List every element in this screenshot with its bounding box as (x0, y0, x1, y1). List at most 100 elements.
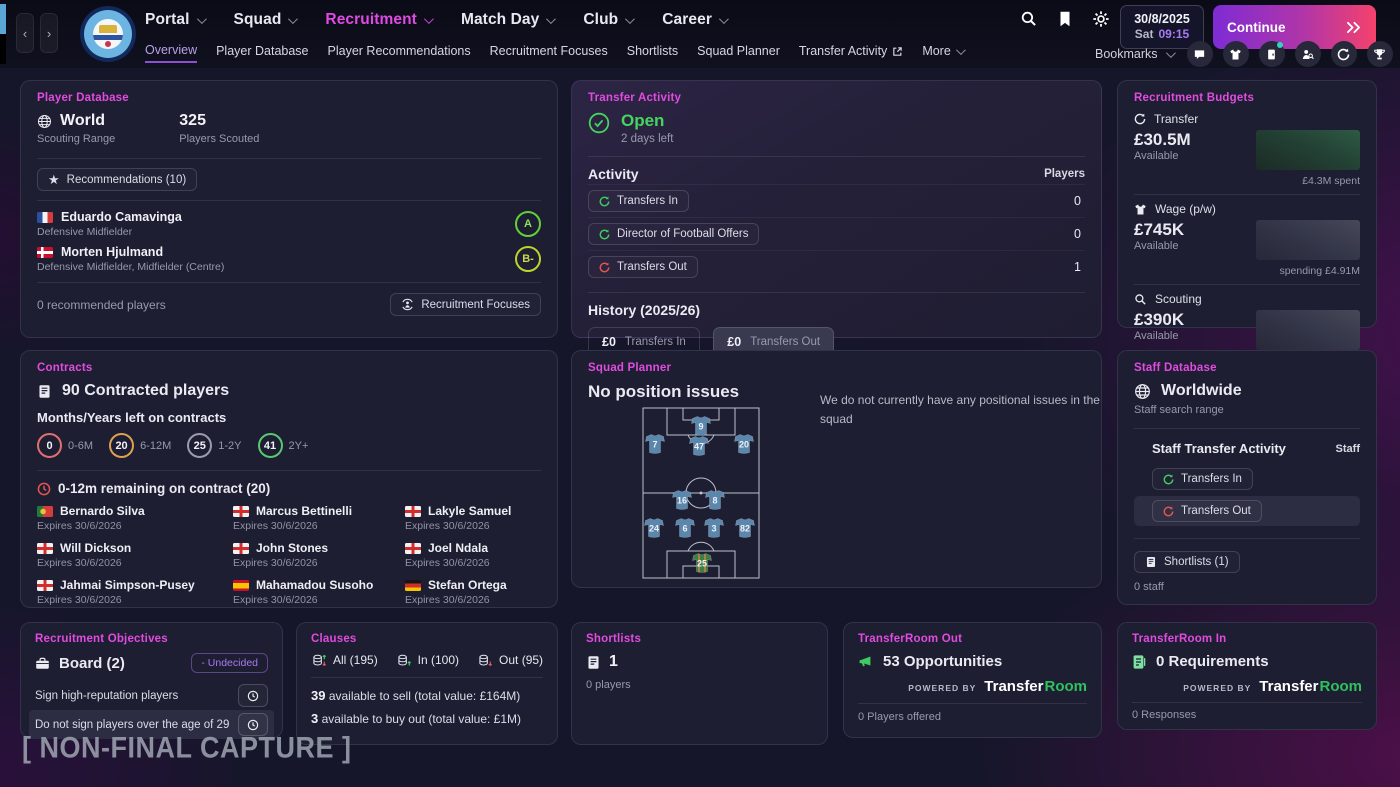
shirt-left-back[interactable]: 24 (645, 519, 664, 538)
activity-count: 0 (1074, 194, 1085, 208)
expiring-player[interactable]: Will DicksonExpires 30/6/2026 (37, 541, 233, 569)
transfers-out-filter[interactable]: Transfers Out (588, 256, 698, 278)
panel-title[interactable]: Contracts (37, 362, 541, 374)
tab-more[interactable]: More (922, 44, 962, 62)
tab-transfer-activity[interactable]: Transfer Activity (799, 44, 903, 62)
expiring-player[interactable]: Joel NdalaExpires 30/6/2026 (405, 541, 541, 569)
gear-icon[interactable] (1092, 10, 1110, 28)
shirt-centre-back-left[interactable]: 6 (676, 519, 695, 538)
tab-overview[interactable]: Overview (145, 43, 197, 63)
objective-history-button[interactable] (238, 684, 268, 707)
menu-squad[interactable]: Squad (234, 11, 296, 29)
expiring-player[interactable]: John StonesExpires 30/6/2026 (233, 541, 405, 569)
shirt-centre-back-right[interactable]: 3 (705, 519, 724, 538)
player-name[interactable]: Morten Hjulmand (61, 245, 163, 259)
scouting-icon[interactable] (1295, 41, 1321, 67)
expiring-player[interactable]: Marcus BettinelliExpires 30/6/2026 (233, 504, 405, 532)
formation-pitch[interactable]: 9 7 47 20 16 8 24 6 3 82 25 (642, 407, 760, 579)
expiring-player[interactable]: Mahamadou SusohoExpires 30/6/2026 (233, 578, 405, 606)
expiring-player[interactable]: Bernardo SilvaExpires 30/6/2026 (37, 504, 233, 532)
transfers-door-icon[interactable] (1259, 41, 1285, 67)
expiring-player[interactable]: Stefan OrtegaExpires 30/6/2026 (405, 578, 541, 606)
activity-count: 0 (1074, 227, 1085, 241)
panel-title[interactable]: Transfer Activity (588, 92, 1085, 104)
transferroom-brand: POWERED BY TransferRoom (858, 678, 1087, 695)
bookmarks-dropdown[interactable]: Bookmarks (1095, 47, 1173, 61)
panel-title[interactable]: TransferRoom Out (858, 633, 1087, 645)
panel-title[interactable]: Clauses (311, 633, 543, 645)
inbox-message-icon[interactable] (1187, 41, 1213, 67)
menu-match-day[interactable]: Match Day (461, 11, 553, 29)
menu-career[interactable]: Career (662, 11, 726, 29)
shirt-centre-mid-right[interactable]: 8 (706, 491, 725, 510)
back-button[interactable]: ‹ (16, 13, 34, 53)
panel-title[interactable]: TransferRoom In (1132, 633, 1362, 645)
panel-title[interactable]: Staff Database (1134, 362, 1360, 374)
shirt-left-wing[interactable]: 7 (646, 435, 665, 454)
menu-club[interactable]: Club (583, 11, 632, 29)
bucket-0-6m[interactable]: 00-6M (37, 433, 93, 458)
panel-title[interactable]: Squad Planner (588, 362, 1085, 374)
bucket-2y-plus[interactable]: 412Y+ (258, 433, 309, 458)
shirt-right-back[interactable]: 82 (736, 519, 755, 538)
panel-title[interactable]: Recruitment Budgets (1134, 92, 1360, 104)
forward-button[interactable]: › (40, 13, 58, 53)
clauses-out-filter[interactable]: Out (95) (477, 653, 543, 667)
recommendations-button[interactable]: ★ Recommendations (10) (37, 168, 197, 191)
dof-offers-filter[interactable]: Director of Football Offers (588, 223, 759, 245)
expiring-player[interactable]: Jahmai Simpson-PuseyExpires 30/6/2026 (37, 578, 233, 606)
recruitment-focuses-button[interactable]: Recruitment Focuses (390, 293, 541, 316)
search-icon[interactable] (1020, 10, 1038, 28)
clauses-all-filter[interactable]: All (195) (311, 653, 378, 667)
panel-title[interactable]: Recruitment Objectives (35, 633, 268, 645)
bookmark-icon[interactable] (1056, 10, 1074, 28)
staff-transfers-out-row[interactable]: Transfers Out (1134, 496, 1360, 526)
activity-row[interactable]: Transfers In 0 (588, 184, 1085, 217)
panel-title[interactable]: Shortlists (586, 633, 813, 645)
club-badge-ring (84, 10, 132, 58)
chevron-down-icon (546, 14, 556, 24)
recommended-player-row[interactable]: Eduardo Camavinga Defensive Midfielder A (37, 210, 541, 238)
panel-title[interactable]: Player Database (37, 92, 541, 104)
tab-recruitment-focuses[interactable]: Recruitment Focuses (490, 44, 608, 62)
transfers-in-filter[interactable]: Transfers In (588, 190, 689, 212)
menu-portal[interactable]: Portal (145, 11, 204, 29)
tab-squad-planner[interactable]: Squad Planner (697, 44, 780, 62)
objective-row[interactable]: Sign high-reputation players (29, 681, 274, 710)
shirt-attacking-mid[interactable]: 47 (690, 437, 709, 456)
svg-text:47: 47 (694, 441, 704, 451)
megaphone-icon (858, 655, 873, 668)
activity-row[interactable]: Transfers Out 1 (588, 250, 1085, 283)
chevron-down-icon (288, 14, 298, 24)
shortlist-icon (1145, 556, 1157, 568)
scout-grade-badge: B- (515, 246, 541, 272)
staff-transfers-in-row[interactable]: Transfers In (1134, 464, 1360, 494)
trophy-icon[interactable] (1367, 41, 1393, 67)
tab-shortlists[interactable]: Shortlists (627, 44, 678, 62)
player-name[interactable]: Eduardo Camavinga (61, 210, 182, 224)
recommended-player-row[interactable]: Morten Hjulmand Defensive Midfielder, Mi… (37, 245, 541, 273)
shirt-right-wing[interactable]: 20 (735, 435, 754, 454)
shirt-centre-mid-left[interactable]: 16 (673, 491, 692, 510)
staff-shortlists-button[interactable]: Shortlists (1) (1134, 551, 1240, 573)
bucket-1-2y[interactable]: 251-2Y (187, 433, 241, 458)
sync-icon[interactable] (1331, 41, 1357, 67)
shirt-goalkeeper[interactable]: 25 (693, 554, 712, 573)
svg-text:16: 16 (677, 495, 687, 505)
globe-icon (37, 114, 52, 129)
activity-row[interactable]: Director of Football Offers 0 (588, 217, 1085, 250)
budget-sub: Available (1134, 150, 1191, 162)
undecided-badge[interactable]: - Undecided (191, 653, 268, 673)
bucket-6-12m[interactable]: 206-12M (109, 433, 171, 458)
england-flag-icon (37, 543, 53, 554)
clock-icon (247, 690, 259, 702)
clauses-in-filter[interactable]: In (100) (396, 653, 459, 667)
coins-all-icon (311, 654, 327, 667)
club-badge[interactable] (80, 6, 136, 62)
expiring-player[interactable]: Lakyle SamuelExpires 30/6/2026 (405, 504, 541, 532)
squad-shirt-icon[interactable] (1223, 41, 1249, 67)
menu-recruitment[interactable]: Recruitment (325, 11, 431, 29)
tab-player-database[interactable]: Player Database (216, 44, 308, 62)
tab-player-recommendations[interactable]: Player Recommendations (328, 44, 471, 62)
shirt-striker[interactable]: 9 (692, 417, 711, 436)
